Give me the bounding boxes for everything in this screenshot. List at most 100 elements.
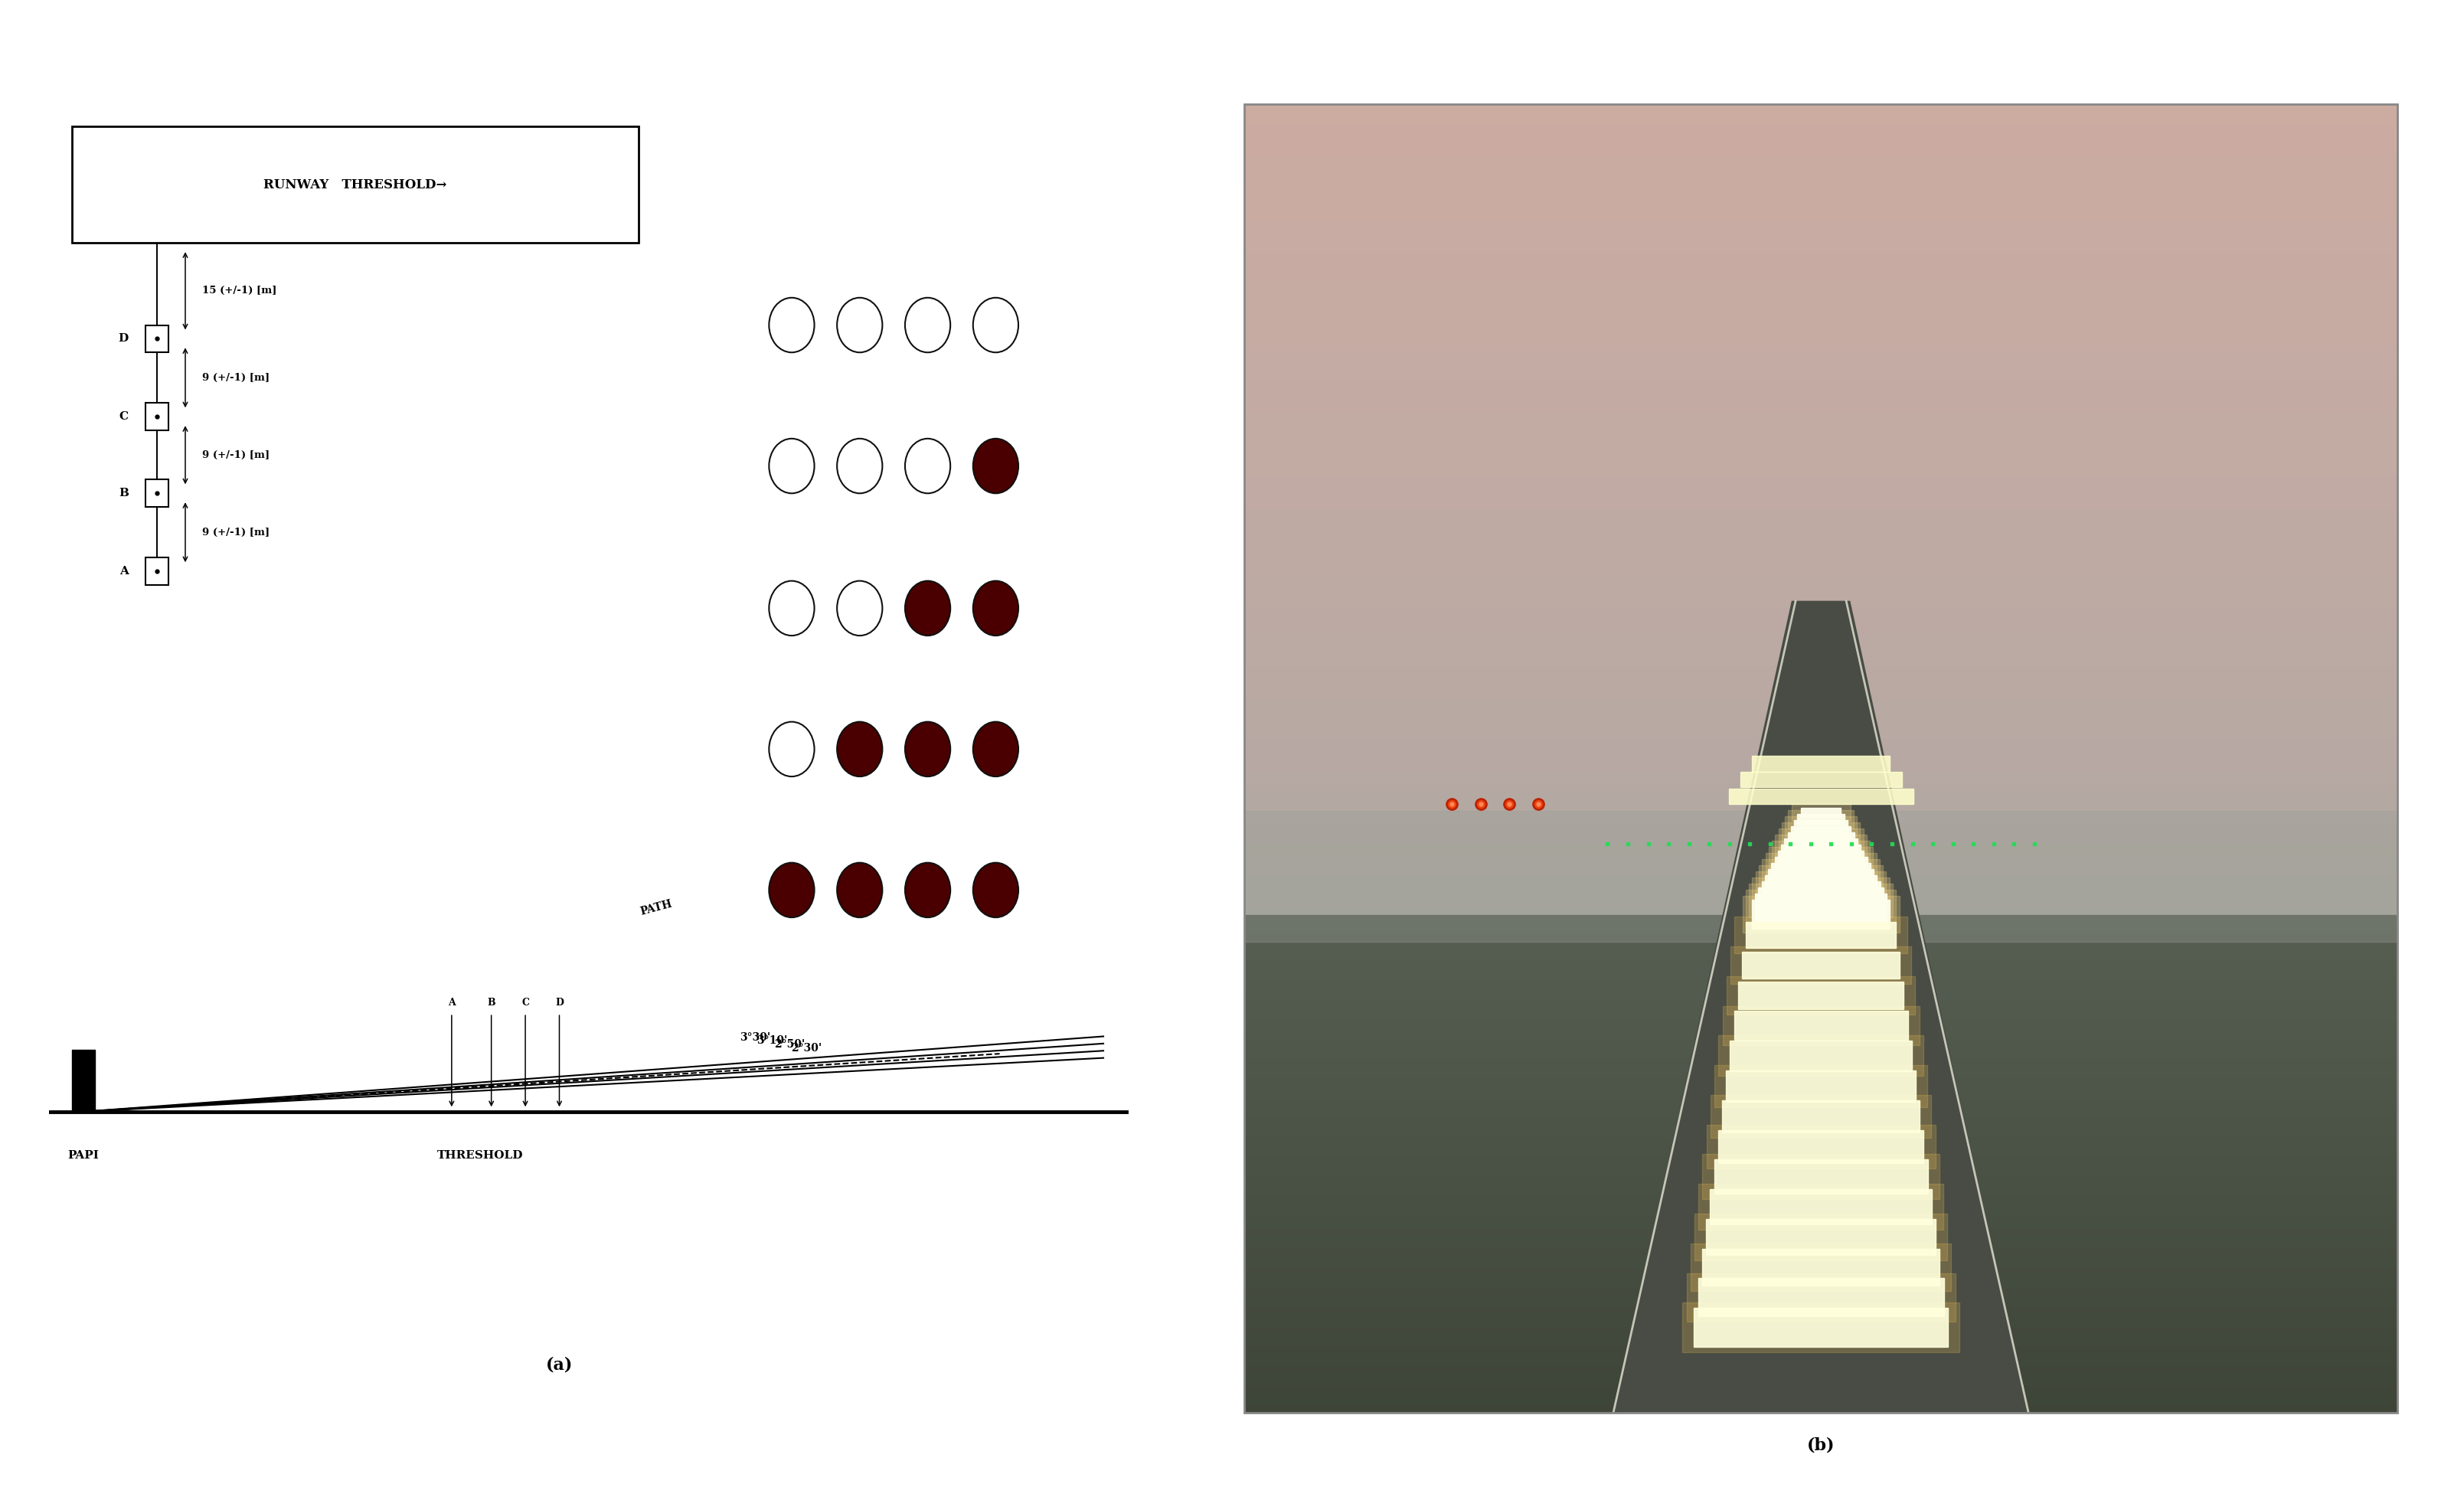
Bar [1244, 862, 2397, 870]
Bar [1244, 568, 2397, 575]
Bar [1244, 1361, 2397, 1367]
Bar [1801, 807, 1841, 818]
Text: (b): (b) [1806, 1436, 1836, 1454]
Bar [1244, 156, 2397, 164]
Bar [1244, 123, 2397, 131]
Bar [1244, 1295, 2397, 1301]
Bar [1244, 581, 2397, 589]
Bar [1774, 857, 1868, 876]
Bar [1244, 1007, 2397, 1014]
Circle shape [769, 862, 813, 917]
Bar [1244, 687, 2397, 693]
Bar [1774, 834, 1868, 858]
Bar [1244, 458, 2397, 464]
Bar [1244, 352, 2397, 360]
Bar [1762, 882, 1880, 906]
Bar [1244, 993, 2397, 1001]
Bar [1244, 208, 2397, 216]
Bar [1244, 772, 2397, 778]
Bar [1244, 274, 2397, 281]
Bar [1779, 851, 1863, 870]
Bar [1244, 628, 2397, 633]
Bar [1244, 955, 2397, 961]
Text: 3°10': 3°10' [756, 1035, 788, 1047]
Bar [1244, 857, 2397, 862]
Bar [1244, 346, 2397, 352]
Bar [1710, 1094, 1932, 1138]
Bar [1791, 827, 1850, 840]
Bar [1244, 1170, 2397, 1178]
Bar [1244, 281, 2397, 287]
Bar [1244, 300, 2397, 306]
Bar [1244, 562, 2397, 568]
Bar [1244, 379, 2397, 385]
Bar [1244, 633, 2397, 641]
Bar [1244, 483, 2397, 491]
Bar [1244, 608, 2397, 614]
Bar [1754, 871, 1887, 903]
Bar [1730, 788, 1912, 804]
Bar [1244, 1353, 2397, 1361]
Bar [1781, 822, 1860, 843]
Bar [71, 126, 638, 242]
Bar [1244, 889, 2397, 895]
Bar [1244, 1367, 2397, 1374]
Bar [1244, 876, 2397, 883]
Bar [1244, 477, 2397, 483]
Bar [1794, 821, 1848, 833]
Bar [1244, 575, 2397, 581]
Text: C: C [118, 412, 128, 422]
Bar [1244, 1320, 2397, 1328]
Bar [1742, 895, 1900, 932]
Bar [1244, 1243, 2397, 1249]
Bar [1244, 360, 2397, 366]
Bar [1244, 117, 2397, 123]
Bar [1244, 895, 2397, 903]
Bar [1244, 339, 2397, 346]
Bar [1244, 320, 2397, 327]
Bar [1244, 1341, 2397, 1347]
Bar [1244, 974, 2397, 981]
Bar [1772, 862, 1870, 883]
Bar [1244, 110, 2397, 117]
Bar [145, 403, 168, 430]
Bar [1244, 981, 2397, 987]
Bar [1690, 1243, 1951, 1291]
Bar [1244, 1309, 2397, 1315]
Bar [1244, 1080, 2397, 1086]
Bar [1740, 772, 1902, 787]
Bar [1244, 535, 2397, 543]
Bar [1779, 828, 1863, 851]
Bar [1749, 883, 1892, 917]
Bar [1244, 1347, 2397, 1353]
Text: (a): (a) [547, 1356, 572, 1373]
Bar [1244, 1328, 2397, 1334]
Bar [1244, 1374, 2397, 1380]
Text: A: A [448, 998, 456, 1008]
Bar [1244, 641, 2397, 647]
Bar [1244, 1091, 2397, 1099]
Bar [1244, 131, 2397, 137]
Bar [1244, 216, 2397, 222]
Bar [1244, 818, 2397, 824]
Circle shape [973, 581, 1018, 635]
Bar [1244, 680, 2397, 687]
Bar [1244, 1105, 2397, 1112]
Bar [1784, 839, 1858, 855]
Bar [1244, 170, 2397, 175]
Bar [1735, 916, 1907, 953]
Bar [1244, 916, 2397, 922]
Bar [1244, 516, 2397, 523]
Text: B: B [118, 488, 128, 498]
Bar [1244, 778, 2397, 785]
Text: C: C [522, 998, 530, 1008]
Bar [1244, 622, 2397, 628]
Bar [1244, 745, 2397, 752]
Text: THRESHOLD: THRESHOLD [436, 1149, 522, 1161]
Bar [1762, 859, 1880, 888]
Bar [1244, 202, 2397, 208]
Bar [1244, 870, 2397, 876]
Bar [1244, 851, 2397, 857]
Bar [1244, 143, 2397, 150]
Bar [1244, 693, 2397, 699]
